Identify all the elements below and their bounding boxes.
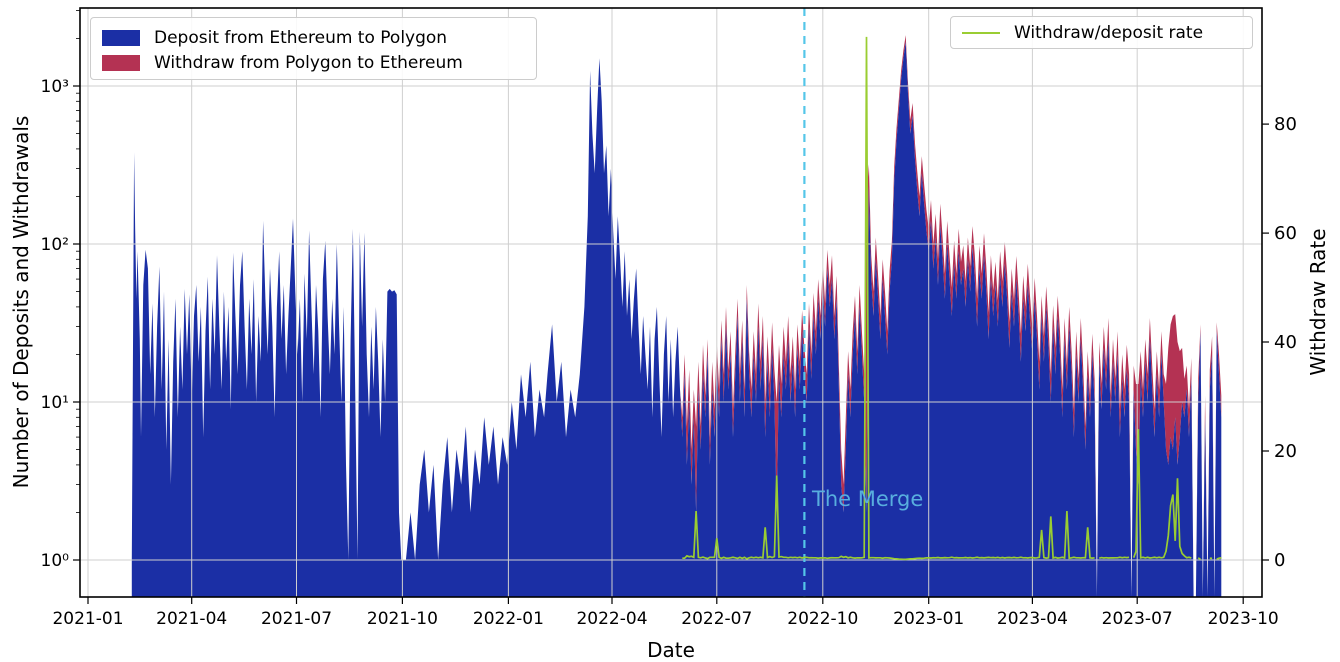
y-axis-label-left: Number of Deposits and Withdrawals — [9, 115, 33, 489]
withdraw-swatch — [102, 54, 140, 71]
plot-border — [79, 7, 1263, 598]
deposit-swatch — [102, 29, 140, 46]
axis-ticks — [73, 10, 1269, 604]
x-tick-label: 2022-10 — [787, 609, 858, 629]
series-areas — [131, 35, 1222, 598]
x-axis-label: Date — [647, 638, 695, 662]
x-tick-label: 2023-01 — [893, 609, 964, 629]
y-right-tick-label: 80 — [1274, 114, 1297, 135]
withdraw-rate-line — [682, 36, 1222, 561]
deposit-legend-label: Deposit from Ethereum to Polygon — [154, 27, 448, 48]
y-left-tick-label: 10³ — [41, 77, 69, 97]
merge-annotation: The Merge — [812, 487, 924, 511]
legend-row-withdraw: Withdraw from Polygon to Ethereum — [102, 50, 536, 75]
rate-legend-label: Withdraw/deposit rate — [1014, 22, 1204, 43]
withdraw-legend-label: Withdraw from Polygon to Ethereum — [154, 52, 463, 73]
x-tick-label: 2021-01 — [52, 609, 123, 629]
y-left-tick-label: 10¹ — [41, 393, 69, 413]
tick-labels: 10⁰ 10¹ 10² 10³ 0 20 40 60 80 2021-01 2021-04 2021-… — [41, 77, 1297, 629]
x-tick-label: 2023-07 — [1102, 609, 1173, 629]
x-tick-label: 2021-07 — [261, 609, 332, 629]
y-right-tick-label: 20 — [1274, 441, 1297, 462]
rate-line-sample — [962, 31, 1000, 34]
x-tick-label: 2022-01 — [473, 609, 544, 629]
y-right-tick-label: 60 — [1274, 223, 1297, 244]
x-tick-label: 2021-10 — [367, 609, 438, 629]
y-axis-label-right: Withdraw Rate — [1306, 228, 1330, 376]
y-left-tick-label: 10⁰ — [41, 551, 70, 571]
x-tick-label: 2022-04 — [576, 609, 647, 629]
gridlines — [80, 8, 1262, 597]
x-tick-label: 2021-04 — [156, 609, 227, 629]
legend-deposits-withdrawals: Deposit from Ethereum to Polygon Withdra… — [90, 17, 537, 80]
y-right-tick-label: 0 — [1274, 550, 1285, 571]
x-tick-label: 2023-04 — [997, 609, 1068, 629]
y-right-tick-label: 40 — [1274, 332, 1297, 353]
legend-row-deposit: Deposit from Ethereum to Polygon — [102, 25, 536, 50]
x-tick-label: 2022-07 — [681, 609, 752, 629]
y-left-tick-label: 10² — [41, 235, 69, 255]
legend-withdraw-rate: Withdraw/deposit rate — [950, 16, 1253, 49]
x-tick-label: 2023-10 — [1208, 609, 1279, 629]
deposit-area — [131, 42, 1222, 597]
